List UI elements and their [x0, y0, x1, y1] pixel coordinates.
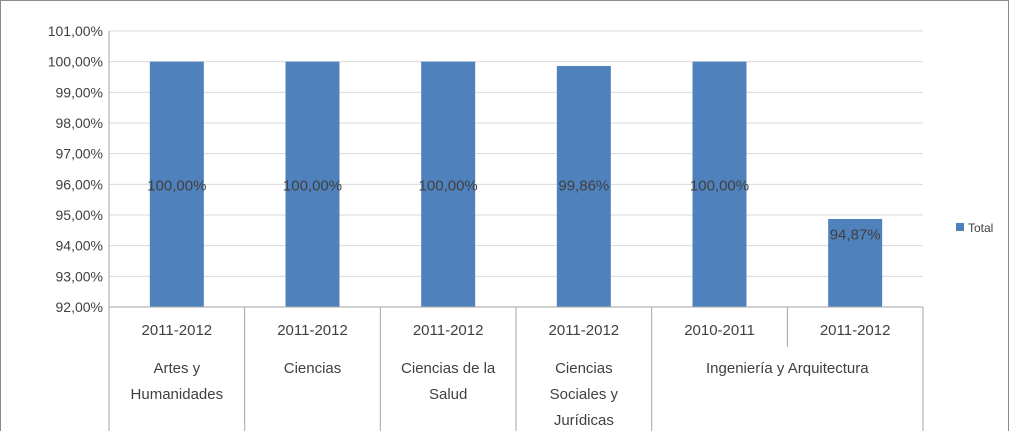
legend-swatch [956, 223, 964, 231]
data-label: 100,00% [419, 177, 478, 194]
bars [149, 61, 883, 308]
bar [828, 218, 883, 307]
bar [421, 61, 476, 307]
gridlines [109, 30, 923, 277]
y-tick-label: 94,00% [56, 238, 103, 254]
legend-label: Total [968, 221, 993, 235]
bar [285, 61, 340, 307]
bar [692, 61, 747, 307]
x-axis: 2011-2012 2011-2012 2011-2012 2011-2012 2010… [108, 31, 924, 431]
x-period-label: 2011-2012 [549, 322, 620, 339]
y-axis-ticks: 92,00% 93,00% 94,00% 95,00% 96,00% 97,00% 98,0… [48, 23, 103, 315]
data-label: 94,87% [830, 226, 881, 243]
y-tick-label: 99,00% [56, 84, 103, 100]
x-branch-label: Artes y [153, 360, 200, 377]
y-tick-label: 92,00% [56, 299, 103, 315]
x-branch-label: Sociales y [550, 386, 619, 403]
data-label: 99,86% [558, 177, 609, 194]
y-tick-label: 93,00% [56, 268, 103, 284]
x-period-label: 2011-2012 [413, 322, 484, 339]
y-tick-label: 101,00% [48, 23, 103, 39]
x-period-label: 2011-2012 [820, 322, 891, 339]
x-period-label: 2011-2012 [142, 322, 213, 339]
x-branch-label: Salud [429, 386, 467, 403]
bar [556, 65, 611, 308]
y-tick-label: 97,00% [56, 146, 103, 162]
x-branch-label: Humanidades [131, 386, 224, 403]
bar [149, 61, 204, 307]
data-labels: 100,00% 100,00% 100,00% 99,86% 100,00% 94,87% [147, 177, 880, 243]
x-period-label: 2010-2011 [684, 322, 755, 339]
y-tick-label: 98,00% [56, 115, 103, 131]
legend: Total [956, 221, 993, 235]
y-tick-label: 96,00% [56, 176, 103, 192]
x-branch-label: Ciencias de la [401, 360, 496, 377]
x-period-label: 2011-2012 [277, 322, 348, 339]
data-label: 100,00% [283, 177, 342, 194]
y-tick-label: 95,00% [56, 207, 103, 223]
y-tick-label: 100,00% [48, 54, 103, 70]
data-label: 100,00% [690, 177, 749, 194]
x-branch-label: Ciencias [555, 360, 613, 377]
x-branch-label: Jurídicas [554, 412, 614, 429]
x-branch-label: Ingeniería y Arquitectura [706, 360, 869, 377]
data-label: 100,00% [147, 177, 206, 194]
x-branch-label: Ciencias [284, 360, 342, 377]
